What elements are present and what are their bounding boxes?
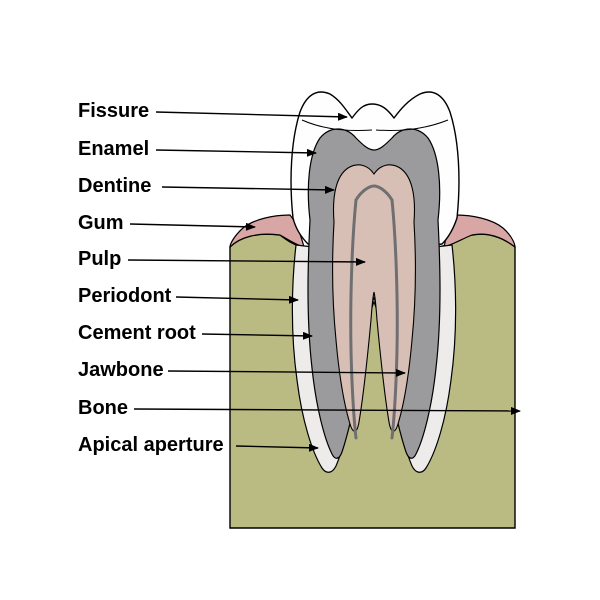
- label-fissure: Fissure: [78, 100, 149, 123]
- tooth-anatomy-diagram: Fissure Enamel Dentine Gum Pulp Periodon…: [0, 0, 600, 600]
- label-enamel: Enamel: [78, 138, 149, 161]
- label-bone: Bone: [78, 397, 128, 420]
- label-jawbone: Jawbone: [78, 359, 164, 382]
- label-gum: Gum: [78, 212, 124, 235]
- label-pulp: Pulp: [78, 248, 121, 271]
- label-cement-root: Cement root: [78, 322, 196, 345]
- label-dentine: Dentine: [78, 175, 151, 198]
- label-periodont: Periodont: [78, 285, 171, 308]
- label-apical-aperture: Apical aperture: [78, 434, 224, 457]
